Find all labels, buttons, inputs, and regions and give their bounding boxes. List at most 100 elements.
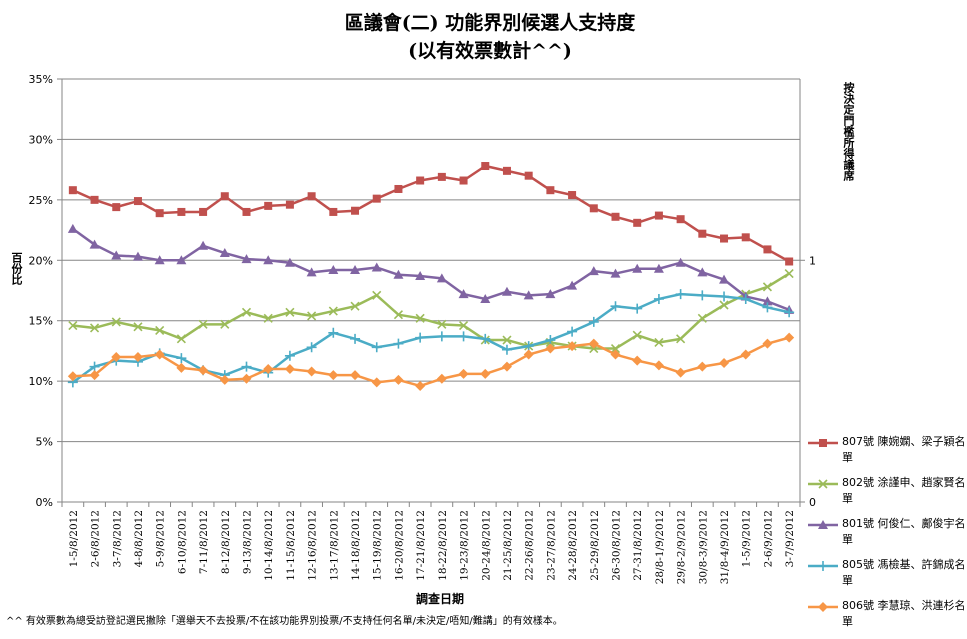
data-point bbox=[545, 343, 556, 354]
data-point bbox=[632, 263, 643, 273]
data-point bbox=[458, 368, 469, 379]
data-point bbox=[632, 303, 643, 314]
x-tick-label: 7-11/8/2012 bbox=[198, 510, 210, 574]
x-tick-label: 24-28/8/2012 bbox=[567, 510, 579, 581]
data-point bbox=[372, 290, 382, 300]
data-point bbox=[111, 317, 121, 327]
data-point bbox=[480, 368, 491, 379]
data-point bbox=[501, 361, 512, 372]
x-tick-label: 12-16/8/2012 bbox=[307, 510, 319, 581]
data-point bbox=[155, 325, 165, 335]
data-point bbox=[480, 333, 491, 344]
x-tick-label: 3-7/9/2012 bbox=[784, 510, 796, 567]
data-point bbox=[133, 322, 143, 332]
data-point bbox=[416, 176, 425, 185]
x-tick-label: 4-8/8/2012 bbox=[133, 510, 145, 567]
data-point bbox=[328, 370, 339, 381]
data-point bbox=[785, 257, 794, 266]
legend-label-806: 806號 李慧琼、洪連杉名單 bbox=[842, 599, 966, 628]
legend-marker-806 bbox=[808, 602, 838, 612]
data-point bbox=[524, 171, 533, 180]
chart-title: 區議會(二) 功能界別候選人支持度 bbox=[344, 12, 636, 34]
legend-marker-805 bbox=[808, 561, 838, 571]
data-point bbox=[393, 310, 404, 320]
data-point bbox=[697, 361, 708, 372]
data-point bbox=[329, 207, 338, 216]
data-point bbox=[567, 280, 578, 290]
data-point bbox=[697, 267, 708, 277]
data-point bbox=[653, 360, 664, 371]
data-point bbox=[393, 269, 404, 279]
legend-point bbox=[819, 439, 827, 447]
legend-label-807: 807號 陳婉嫻、梁子穎名單 bbox=[842, 435, 966, 464]
data-point bbox=[220, 192, 229, 201]
data-point bbox=[459, 176, 468, 185]
data-point bbox=[177, 207, 186, 216]
data-point bbox=[741, 233, 750, 242]
data-point bbox=[372, 194, 381, 203]
data-point bbox=[241, 254, 252, 264]
chart-subtitle: (以有效票數計^^) bbox=[408, 40, 572, 62]
data-point bbox=[198, 240, 209, 250]
data-point bbox=[176, 255, 187, 265]
data-point bbox=[784, 269, 794, 279]
data-point bbox=[415, 270, 426, 280]
data-point bbox=[90, 195, 99, 204]
data-point bbox=[763, 245, 772, 254]
data-point bbox=[720, 234, 729, 243]
y-tick-label: 30% bbox=[29, 133, 53, 146]
data-point bbox=[328, 264, 339, 274]
data-point bbox=[588, 266, 599, 276]
data-point bbox=[675, 289, 686, 300]
data-point bbox=[350, 370, 361, 381]
data-point bbox=[784, 307, 795, 318]
data-point bbox=[350, 301, 360, 311]
data-point bbox=[501, 286, 512, 296]
x-tick-label: 1-5/9/2012 bbox=[741, 510, 753, 567]
data-point bbox=[263, 313, 273, 323]
legend-point bbox=[818, 479, 828, 489]
data-point bbox=[176, 334, 186, 344]
data-point bbox=[545, 335, 556, 346]
data-point bbox=[371, 342, 382, 353]
x-tick-label: 9-13/8/2012 bbox=[242, 510, 254, 574]
data-point bbox=[133, 197, 142, 206]
y-tick-label: 5% bbox=[36, 436, 53, 449]
x-tick-label: 19-23/8/2012 bbox=[459, 510, 471, 581]
data-point bbox=[241, 307, 252, 317]
data-point bbox=[350, 333, 361, 344]
y2-tick-label: 0 bbox=[809, 496, 816, 509]
data-point bbox=[89, 370, 100, 381]
legend: 807號 陳婉嫻、梁子穎名單 802號 涂謹申、趙家賢名單 801號 何俊仁、鄺… bbox=[808, 434, 966, 639]
x-tick-label: 18-22/8/2012 bbox=[437, 510, 449, 581]
data-point bbox=[284, 257, 295, 267]
data-point bbox=[176, 353, 187, 364]
data-point bbox=[610, 349, 621, 360]
data-point bbox=[611, 212, 620, 221]
y-axis-label: 百份比 bbox=[10, 252, 23, 285]
data-point bbox=[610, 301, 621, 312]
data-point bbox=[676, 334, 686, 344]
data-point bbox=[393, 374, 404, 385]
x-tick-label: 5-9/8/2012 bbox=[155, 510, 167, 567]
data-point bbox=[610, 268, 621, 278]
x-tick-label: 14-18/8/2012 bbox=[350, 510, 362, 581]
data-point bbox=[154, 349, 165, 360]
data-point bbox=[328, 306, 338, 316]
legend-label-802: 802號 涂謹申、趙家賢名單 bbox=[842, 476, 966, 505]
series-2 bbox=[67, 223, 795, 314]
x-tick-label: 10-14/8/2012 bbox=[263, 510, 275, 581]
x-tick-label: 3-7/8/2012 bbox=[111, 510, 123, 567]
y2-tick-label: 1 bbox=[809, 254, 816, 267]
series-line bbox=[72, 336, 790, 388]
data-point bbox=[284, 364, 295, 375]
data-point bbox=[653, 263, 664, 273]
data-point bbox=[654, 337, 664, 348]
data-point bbox=[458, 331, 469, 342]
x-tick-label: 17-21/8/2012 bbox=[415, 510, 427, 581]
data-point bbox=[719, 291, 730, 302]
data-point bbox=[371, 377, 382, 388]
data-point bbox=[632, 355, 643, 366]
data-point bbox=[436, 331, 447, 342]
